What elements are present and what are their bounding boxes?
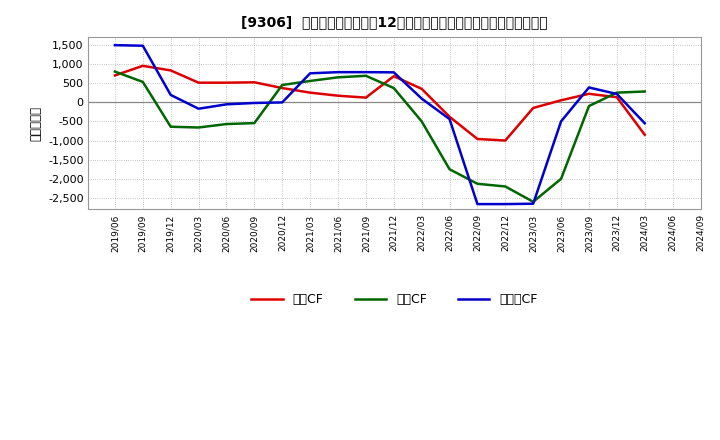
投賄CF [333, 75, 342, 80]
営業CF [222, 80, 231, 85]
投賄CF [473, 181, 482, 187]
営業CF [501, 138, 510, 143]
投賄CF [445, 167, 454, 172]
フリーCF [557, 119, 565, 124]
投賄CF [501, 184, 510, 189]
営業CF [306, 90, 315, 95]
フリーCF [333, 70, 342, 75]
Line: 営業CF: 営業CF [115, 66, 644, 140]
営業CF [585, 91, 593, 96]
営業CF [418, 86, 426, 92]
投賄CF [640, 89, 649, 94]
フリーCF [361, 70, 370, 75]
営業CF [138, 63, 147, 69]
フリーCF [640, 121, 649, 126]
投賄CF [166, 124, 175, 129]
投賄CF [306, 78, 315, 84]
フリーCF [473, 202, 482, 207]
フリーCF [166, 92, 175, 98]
Line: フリーCF: フリーCF [115, 45, 644, 204]
フリーCF [111, 43, 120, 48]
営業CF [557, 98, 565, 103]
投賄CF [222, 121, 231, 127]
投賄CF [557, 176, 565, 181]
営業CF [640, 132, 649, 137]
営業CF [390, 73, 398, 79]
営業CF [473, 136, 482, 142]
営業CF [361, 95, 370, 100]
フリーCF [222, 102, 231, 107]
投賄CF [111, 69, 120, 74]
投賄CF [361, 73, 370, 78]
投賄CF [585, 103, 593, 109]
フリーCF [390, 70, 398, 75]
フリーCF [613, 92, 621, 97]
営業CF [278, 85, 287, 91]
投賄CF [529, 199, 538, 205]
営業CF [166, 68, 175, 73]
営業CF [333, 93, 342, 99]
営業CF [613, 95, 621, 100]
フリーCF [194, 106, 203, 111]
Y-axis label: （百万円）: （百万円） [30, 106, 42, 141]
フリーCF [445, 117, 454, 122]
フリーCF [501, 202, 510, 207]
投賄CF [138, 79, 147, 84]
Title: [9306]  キャッシュフローの12か月移動合計の対前年同期増減額の推移: [9306] キャッシュフローの12か月移動合計の対前年同期増減額の推移 [241, 15, 548, 29]
投賄CF [418, 119, 426, 124]
フリーCF [585, 85, 593, 90]
投賄CF [250, 121, 258, 126]
フリーCF [306, 71, 315, 76]
投賄CF [613, 90, 621, 95]
営業CF [250, 80, 258, 85]
投賄CF [194, 125, 203, 130]
フリーCF [278, 100, 287, 105]
投賄CF [390, 85, 398, 91]
営業CF [194, 80, 203, 85]
フリーCF [250, 100, 258, 106]
営業CF [111, 73, 120, 78]
フリーCF [418, 96, 426, 101]
営業CF [445, 114, 454, 119]
投賄CF [278, 82, 287, 88]
営業CF [529, 105, 538, 110]
Line: 投賄CF: 投賄CF [115, 72, 644, 202]
Legend: 営業CF, 投賄CF, フリーCF: 営業CF, 投賄CF, フリーCF [246, 288, 543, 311]
フリーCF [138, 43, 147, 48]
フリーCF [529, 201, 538, 206]
